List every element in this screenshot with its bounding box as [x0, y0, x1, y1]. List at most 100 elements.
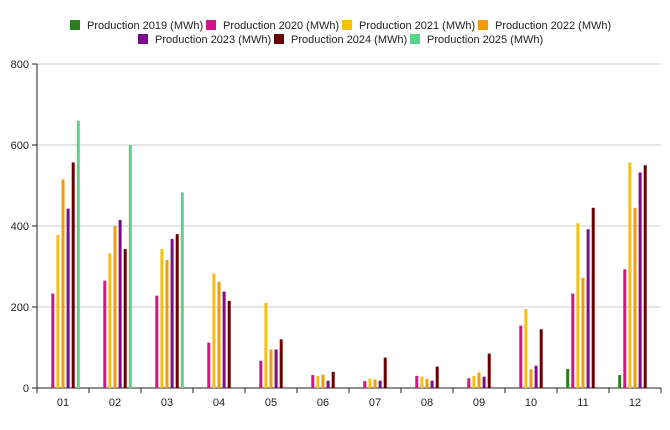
x-tick-label: 10 [525, 397, 537, 409]
bar-07-series-1 [363, 381, 367, 388]
legend-label: Production 2024 (MWh) [291, 34, 407, 46]
x-tick-label: 08 [421, 397, 433, 409]
bar-07-series-4 [378, 380, 382, 388]
bar-03-series-4 [170, 238, 174, 388]
bar-01-series-6 [76, 120, 80, 388]
bar-09-series-4 [482, 376, 486, 388]
legend-swatch [342, 20, 352, 30]
x-tick-label: 12 [629, 397, 641, 409]
bar-03-series-6 [180, 192, 184, 388]
x-tick-label: 02 [109, 397, 121, 409]
x-tick-label: 03 [161, 397, 173, 409]
legend-label: Production 2021 (MWh) [359, 20, 475, 32]
legend: Production 2019 (MWh) Production 2020 (MW… [70, 20, 611, 46]
bar-04-series-2 [212, 273, 216, 388]
bar-03-series-5 [175, 234, 179, 388]
bar-02-series-3 [113, 226, 117, 388]
bar-01-series-3 [61, 179, 65, 388]
bar-01-series-5 [71, 162, 75, 388]
bar-09-series-3 [477, 372, 481, 388]
legend-swatch [410, 34, 420, 44]
bar-10-series-5 [539, 329, 543, 388]
bar-08-series-5 [435, 366, 439, 388]
bar-07-series-5 [383, 357, 387, 388]
x-tick-label: 06 [317, 397, 329, 409]
bar-10-series-1 [519, 325, 523, 388]
y-tick-labels: 0 200 400 600 800 [11, 59, 29, 395]
axes [32, 63, 662, 393]
bar-08-series-1 [415, 375, 419, 388]
bar-11-series-1 [571, 293, 575, 388]
bar-07-series-3 [373, 379, 377, 388]
bar-06-series-2 [316, 375, 320, 388]
bar-01-series-4 [66, 208, 70, 388]
bar-01-series-2 [56, 234, 60, 388]
bar-08-series-4 [430, 380, 434, 388]
bar-03-series-2 [160, 249, 164, 388]
y-tick-label: 200 [11, 302, 29, 314]
bars [51, 120, 647, 388]
bar-12-series-3 [633, 207, 637, 388]
x-tick-label: 07 [369, 397, 381, 409]
bar-10-series-4 [534, 365, 538, 388]
bar-04-series-1 [207, 342, 211, 388]
bar-11-series-2 [576, 223, 580, 388]
x-tick-labels: 01 02 03 04 05 06 07 08 09 10 11 12 [57, 397, 641, 409]
bar-05-series-5 [279, 339, 283, 388]
bar-02-series-4 [118, 219, 122, 388]
bar-02-series-6 [128, 145, 132, 388]
bar-08-series-3 [425, 379, 429, 388]
legend-swatch [70, 20, 80, 30]
bar-10-series-2 [524, 309, 528, 388]
x-tick-label: 04 [213, 397, 225, 409]
legend-swatch [478, 20, 488, 30]
legend-label: Production 2025 (MWh) [427, 34, 543, 46]
bar-09-series-1 [467, 378, 471, 388]
bar-09-series-2 [472, 375, 476, 388]
x-tick-label: 01 [57, 397, 69, 409]
legend-label: Production 2020 (MWh) [223, 20, 339, 32]
y-tick-label: 400 [11, 221, 29, 233]
x-tick-label: 09 [473, 397, 485, 409]
bar-08-series-2 [420, 376, 424, 388]
bar-10-series-3 [529, 369, 533, 388]
bar-04-series-3 [217, 281, 221, 388]
bar-05-series-3 [269, 349, 273, 388]
bar-05-series-4 [274, 349, 278, 388]
bar-12-series-0 [618, 375, 622, 388]
bar-04-series-5 [227, 300, 231, 388]
bar-11-series-0 [566, 368, 570, 388]
bar-06-series-3 [321, 374, 325, 388]
bar-12-series-5 [643, 165, 647, 388]
bar-02-series-5 [123, 249, 127, 388]
x-tick-label: 05 [265, 397, 277, 409]
bar-04-series-4 [222, 291, 226, 388]
bar-05-series-2 [264, 302, 268, 388]
bar-11-series-5 [591, 207, 595, 388]
bar-01-series-1 [51, 293, 55, 388]
x-tick-label: 11 [577, 397, 588, 409]
legend-swatch [206, 20, 216, 30]
bar-05-series-1 [259, 360, 263, 388]
bar-09-series-5 [487, 353, 491, 388]
legend-label: Production 2022 (MWh) [495, 20, 611, 32]
bar-02-series-2 [108, 253, 112, 388]
bar-03-series-3 [165, 260, 169, 388]
legend-label: Production 2019 (MWh) [87, 20, 203, 32]
bar-11-series-4 [586, 229, 590, 388]
bar-02-series-1 [103, 280, 107, 388]
legend-swatch [274, 34, 284, 44]
legend-swatch [138, 34, 148, 44]
bar-11-series-3 [581, 277, 585, 388]
y-tick-label: 800 [11, 59, 29, 71]
bar-12-series-1 [623, 269, 627, 388]
y-tick-label: 0 [23, 383, 29, 395]
bar-03-series-1 [155, 295, 159, 388]
bar-06-series-1 [311, 375, 315, 388]
bar-12-series-2 [628, 162, 632, 388]
legend-label: Production 2023 (MWh) [155, 34, 271, 46]
y-tick-label: 600 [11, 140, 29, 152]
bar-06-series-5 [331, 371, 335, 388]
